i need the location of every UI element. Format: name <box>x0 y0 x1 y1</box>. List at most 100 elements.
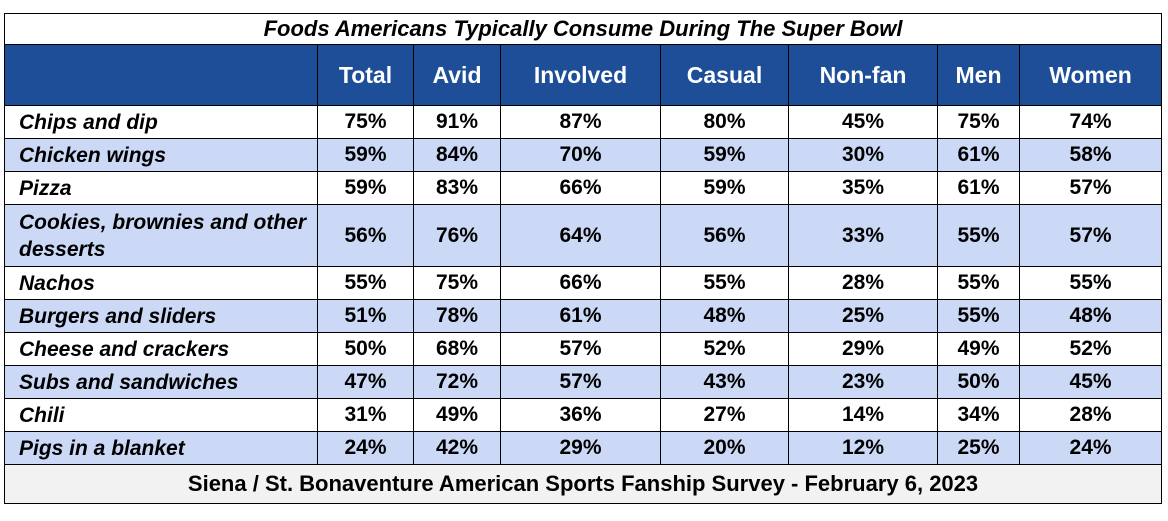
value-cell: 20% <box>660 431 789 465</box>
value-cell: 80% <box>660 105 789 139</box>
header-cell: Men <box>937 44 1020 106</box>
header-cell: Avid <box>413 44 501 106</box>
value-cell: 57% <box>1018 171 1163 205</box>
value-cell: 14% <box>788 398 938 432</box>
value-cell: 66% <box>500 266 661 300</box>
value-cell: 57% <box>500 365 661 399</box>
value-cell: 75% <box>413 266 501 300</box>
value-cell: 55% <box>937 266 1020 300</box>
value-cell: 51% <box>317 299 414 333</box>
value-cell: 28% <box>1018 398 1163 432</box>
value-cell: 25% <box>937 431 1020 465</box>
table-footer: Siena / St. Bonaventure American Sports … <box>3 464 1163 504</box>
title-row: Foods Americans Typically Consume During… <box>3 13 1163 45</box>
header-cell: Non-fan <box>788 44 938 106</box>
footer-row: Siena / St. Bonaventure American Sports … <box>3 464 1163 504</box>
value-cell: 48% <box>1018 299 1163 333</box>
value-cell: 34% <box>937 398 1020 432</box>
header-cell: Casual <box>660 44 789 106</box>
value-cell: 61% <box>500 299 661 333</box>
survey-table: Foods Americans Typically Consume During… <box>3 13 1163 504</box>
row-label: Subs and sandwiches <box>4 365 318 399</box>
value-cell: 75% <box>937 105 1020 139</box>
row-label: Chili <box>4 398 318 432</box>
row-label: Pizza <box>4 171 318 205</box>
header-row: Total Avid Involved Casual Non-fan Men Women <box>4 44 1163 106</box>
value-cell: 74% <box>1018 105 1163 139</box>
value-cell: 87% <box>500 105 661 139</box>
header-cell: Women <box>1018 44 1163 106</box>
row-label: Pigs in a blanket <box>4 431 318 465</box>
value-cell: 56% <box>660 204 789 267</box>
value-cell: 55% <box>937 204 1020 267</box>
value-cell: 66% <box>500 171 661 205</box>
table-row: Burgers and sliders 51% 78% 61% 48% 25% 55% 48% <box>4 299 1163 333</box>
value-cell: 55% <box>937 299 1020 333</box>
value-cell: 23% <box>788 365 938 399</box>
table-row: Cookies, brownies and other desserts 56% 7… <box>4 204 1163 267</box>
row-label: Nachos <box>4 266 318 300</box>
value-cell: 52% <box>1018 332 1163 366</box>
value-cell: 59% <box>660 138 789 172</box>
value-cell: 30% <box>788 138 938 172</box>
row-label: Cheese and crackers <box>4 332 318 366</box>
value-cell: 84% <box>413 138 501 172</box>
value-cell: 64% <box>500 204 661 267</box>
value-cell: 29% <box>788 332 938 366</box>
table-row: Subs and sandwiches 47% 72% 57% 43% 23% 50% 45% <box>4 365 1163 399</box>
value-cell: 57% <box>1018 204 1163 267</box>
row-label: Chips and dip <box>4 105 318 139</box>
value-cell: 59% <box>317 138 414 172</box>
value-cell: 55% <box>317 266 414 300</box>
header-cell: Total <box>317 44 414 106</box>
row-label: Cookies, brownies and other desserts <box>4 204 318 267</box>
value-cell: 58% <box>1018 138 1163 172</box>
value-cell: 24% <box>1018 431 1163 465</box>
value-cell: 70% <box>500 138 661 172</box>
value-cell: 50% <box>937 365 1020 399</box>
table-row: Pigs in a blanket 24% 42% 29% 20% 12% 25% 24% <box>4 431 1163 465</box>
value-cell: 47% <box>317 365 414 399</box>
value-cell: 55% <box>660 266 789 300</box>
value-cell: 28% <box>788 266 938 300</box>
row-label: Burgers and sliders <box>4 299 318 333</box>
table-row: Cheese and crackers 50% 68% 57% 52% 29% 49% 52% <box>4 332 1163 366</box>
value-cell: 52% <box>660 332 789 366</box>
row-label: Chicken wings <box>4 138 318 172</box>
table-row: Pizza 59% 83% 66% 59% 35% 61% 57% <box>4 171 1163 205</box>
value-cell: 25% <box>788 299 938 333</box>
value-cell: 45% <box>788 105 938 139</box>
table-row: Chicken wings 59% 84% 70% 59% 30% 61% 58% <box>4 138 1163 172</box>
value-cell: 59% <box>660 171 789 205</box>
table-title: Foods Americans Typically Consume During… <box>3 13 1163 45</box>
value-cell: 91% <box>413 105 501 139</box>
value-cell: 56% <box>317 204 414 267</box>
table-row: Nachos 55% 75% 66% 55% 28% 55% 55% <box>4 266 1163 300</box>
value-cell: 45% <box>1018 365 1163 399</box>
value-cell: 27% <box>660 398 789 432</box>
value-cell: 43% <box>660 365 789 399</box>
value-cell: 75% <box>317 105 414 139</box>
value-cell: 78% <box>413 299 501 333</box>
value-cell: 35% <box>788 171 938 205</box>
table-row: Chips and dip 75% 91% 87% 80% 45% 75% 74% <box>4 105 1163 139</box>
header-cell-blank <box>4 44 318 106</box>
value-cell: 76% <box>413 204 501 267</box>
value-cell: 68% <box>413 332 501 366</box>
value-cell: 12% <box>788 431 938 465</box>
value-cell: 83% <box>413 171 501 205</box>
value-cell: 36% <box>500 398 661 432</box>
value-cell: 24% <box>317 431 414 465</box>
value-cell: 50% <box>317 332 414 366</box>
value-cell: 57% <box>500 332 661 366</box>
value-cell: 31% <box>317 398 414 432</box>
value-cell: 42% <box>413 431 501 465</box>
header-cell: Involved <box>500 44 661 106</box>
value-cell: 33% <box>788 204 938 267</box>
value-cell: 59% <box>317 171 414 205</box>
table-row: Chili 31% 49% 36% 27% 14% 34% 28% <box>4 398 1163 432</box>
value-cell: 61% <box>937 138 1020 172</box>
value-cell: 72% <box>413 365 501 399</box>
value-cell: 48% <box>660 299 789 333</box>
value-cell: 49% <box>413 398 501 432</box>
